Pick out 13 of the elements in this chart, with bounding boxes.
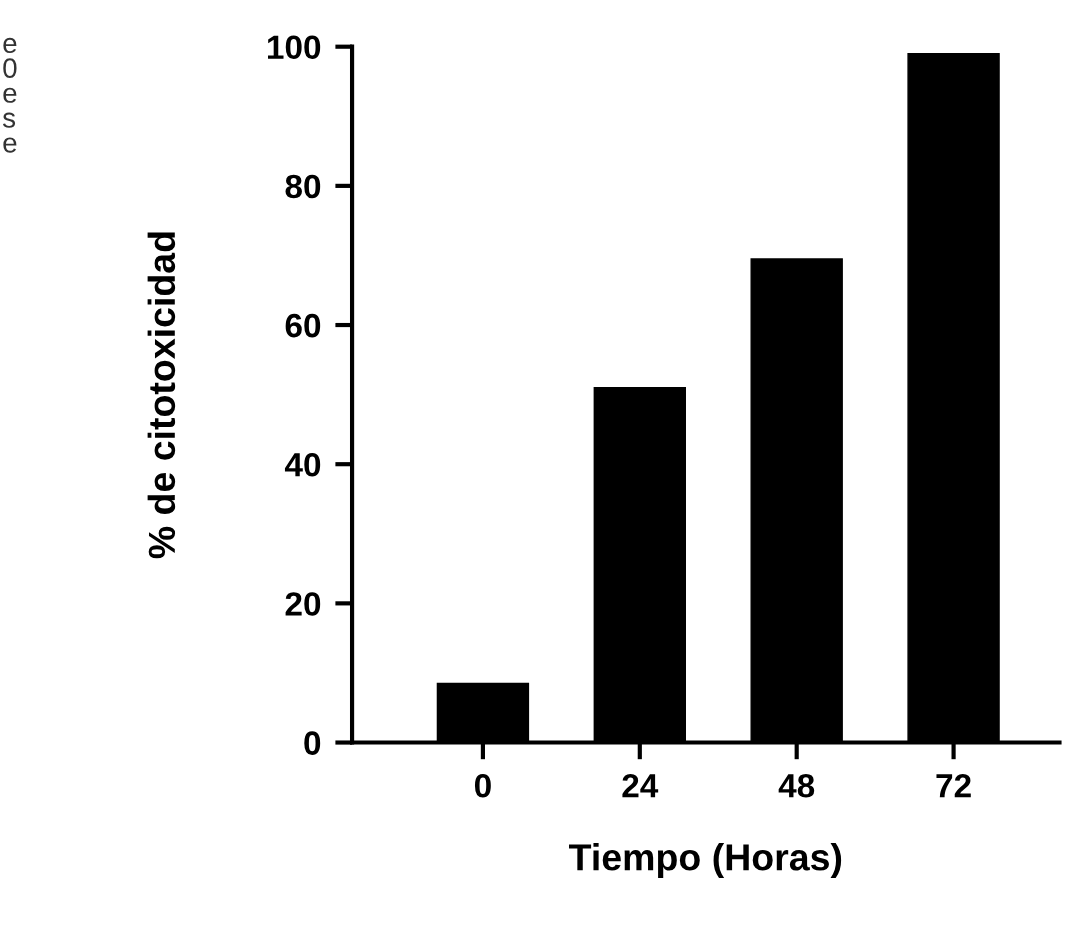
y-tick-label: 20: [285, 592, 321, 616]
x-tick-label: 48: [778, 773, 815, 798]
y-tick-label: 80: [285, 174, 321, 199]
x-tick-label: 0: [474, 773, 491, 798]
x-axis-title: Tiempo (Horas): [569, 843, 842, 878]
x-tick-label: 24: [622, 773, 659, 798]
y-tick-label: 40: [284, 453, 321, 477]
y-axis-title: % de citotoxicidad: [147, 232, 176, 559]
y-tick-label: 60: [285, 313, 321, 338]
y-tick-label: 100: [268, 35, 321, 60]
text: e 0 e s e: [2, 37, 17, 153]
x-tick-label: 72: [936, 773, 971, 798]
y-tick-label: 0: [304, 731, 321, 755]
